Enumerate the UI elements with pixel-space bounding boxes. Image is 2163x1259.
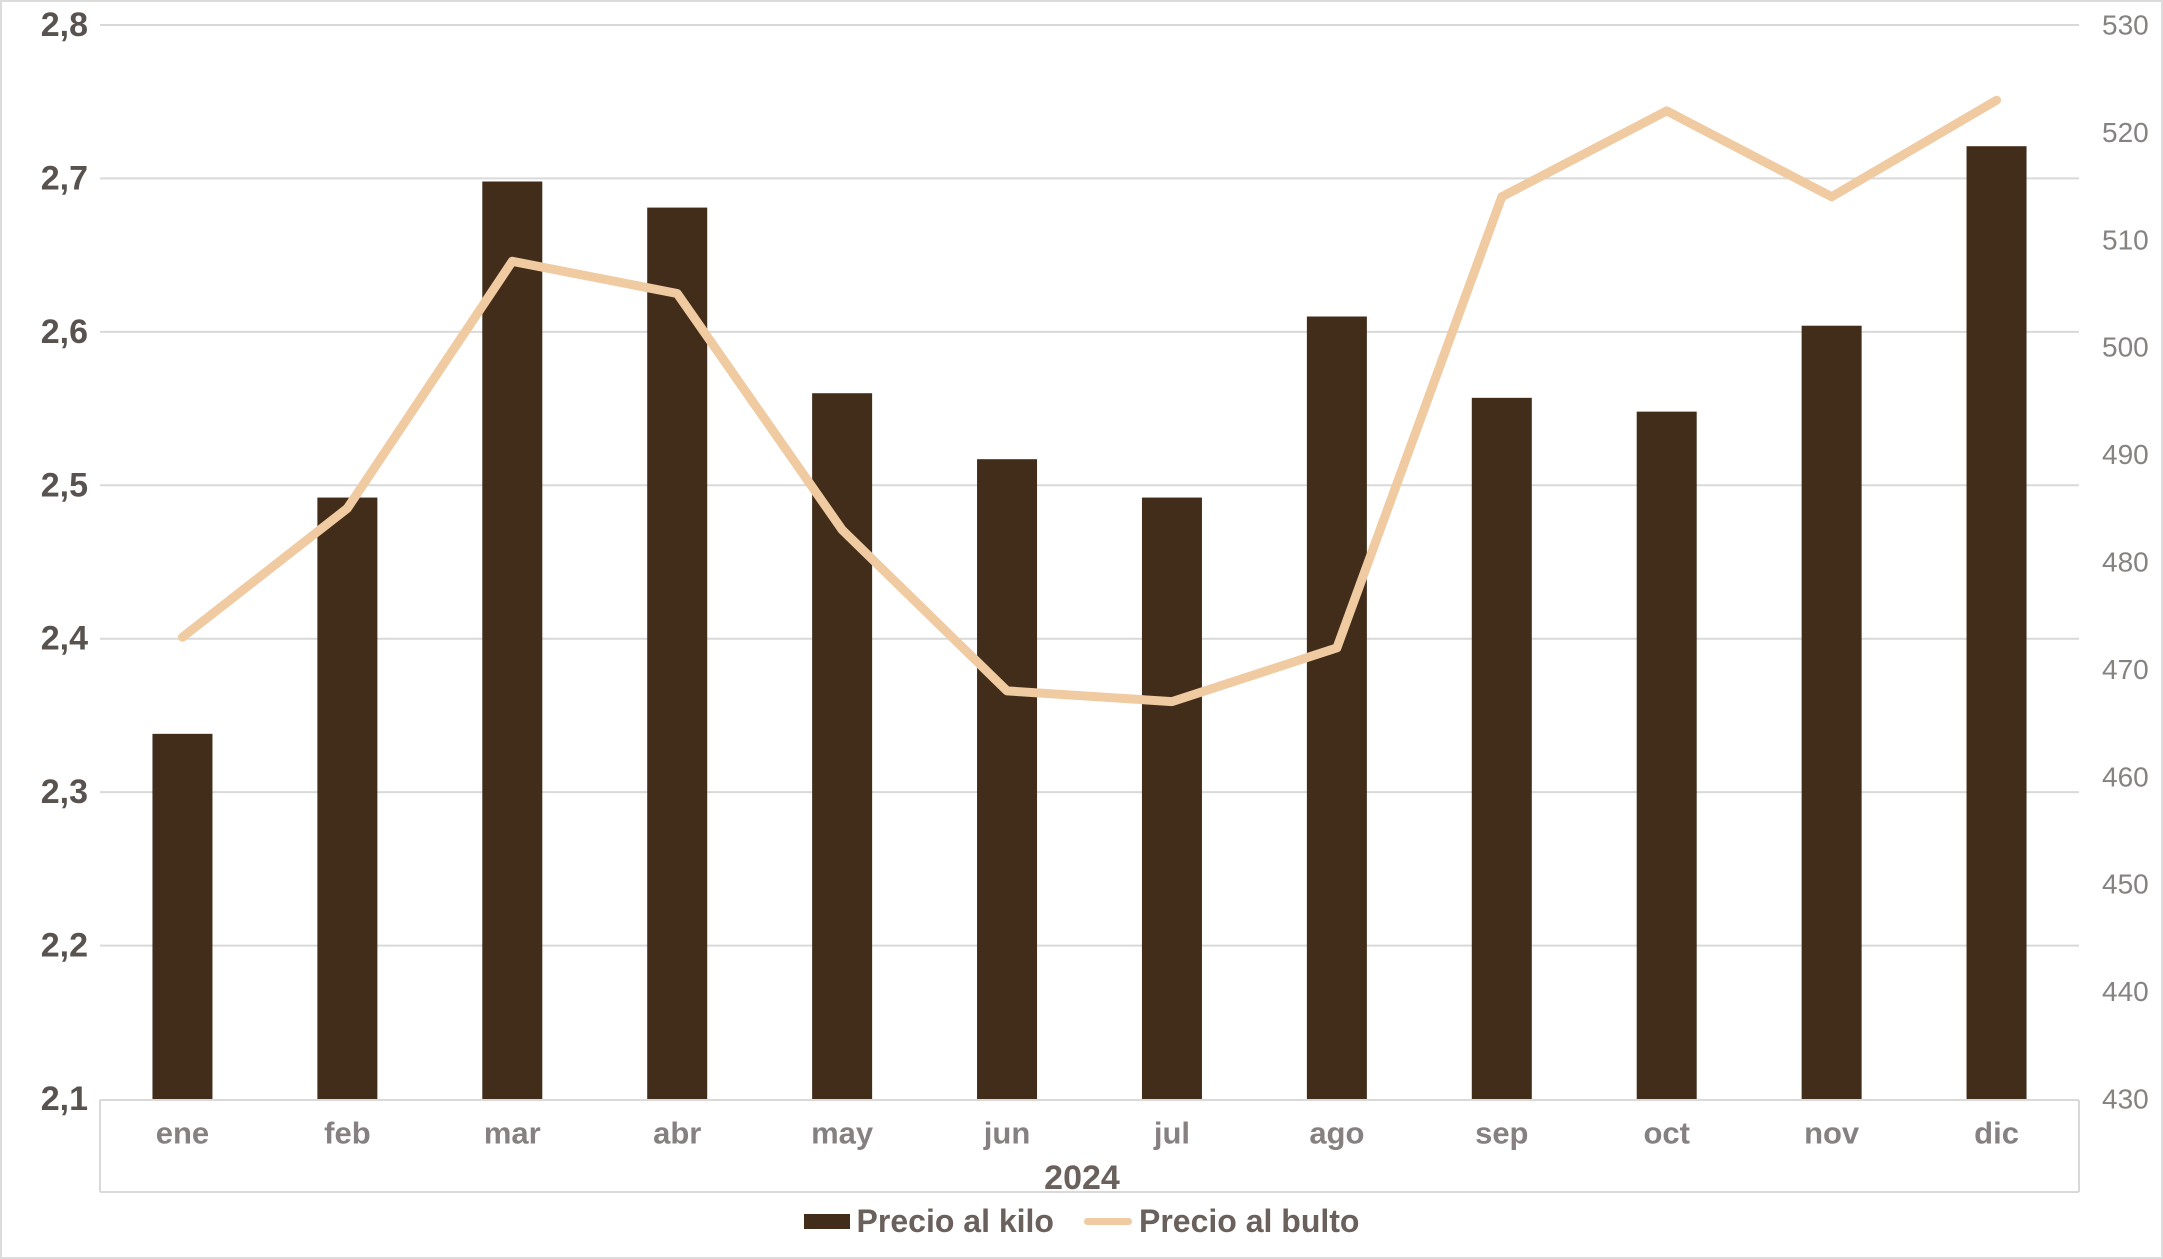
right-axis-tick-label: 530	[2102, 10, 2149, 41]
bar-jun[interactable]	[977, 459, 1038, 1099]
bar-jul[interactable]	[1141, 497, 1202, 1099]
bar-ago[interactable]	[1306, 316, 1367, 1099]
bar-nov[interactable]	[1801, 325, 1862, 1100]
bar-series-swatch-icon	[803, 1214, 850, 1229]
chart-legend: Precio al kilo Precio al bulto	[0, 1203, 2163, 1240]
left-axis-tick-label: 2,6	[41, 313, 88, 351]
x-axis-label-ene: ene	[156, 1116, 209, 1151]
bar-feb[interactable]	[317, 497, 378, 1099]
x-axis-label-jul: jul	[1153, 1116, 1190, 1151]
line-series-swatch-icon	[1083, 1218, 1132, 1225]
x-axis-label-abr: abr	[653, 1116, 701, 1151]
x-axis-label-oct: oct	[1643, 1116, 1690, 1151]
right-axis-tick-label: 450	[2102, 869, 2149, 900]
x-axis-label-may: may	[811, 1116, 874, 1151]
legend-label-precio-al-kilo: Precio al kilo	[856, 1203, 1054, 1239]
left-axis-tick-label: 2,7	[41, 159, 88, 197]
x-axis-label-nov: nov	[1804, 1116, 1860, 1151]
legend-item-precio-al-kilo[interactable]: Precio al kilo	[803, 1203, 1054, 1240]
bar-sep[interactable]	[1471, 397, 1532, 1099]
bar-may[interactable]	[812, 393, 873, 1099]
x-axis-label-sep: sep	[1475, 1116, 1528, 1151]
left-axis-tick-label: 2,3	[41, 773, 88, 811]
right-axis-tick-label: 440	[2102, 976, 2149, 1007]
left-axis-tick-label: 2,8	[41, 6, 88, 44]
bar-oct[interactable]	[1636, 411, 1697, 1099]
x-axis-year-label: 2024	[1044, 1159, 1120, 1197]
x-axis-label-jun: jun	[983, 1116, 1031, 1151]
right-axis-tick-label: 460	[2102, 761, 2149, 792]
bar-dic[interactable]	[1966, 146, 2027, 1100]
x-axis-label-feb: feb	[324, 1116, 371, 1151]
x-axis-label-ago: ago	[1309, 1116, 1364, 1151]
bar-abr[interactable]	[647, 207, 708, 1099]
left-axis-tick-label: 2,4	[41, 620, 88, 658]
legend-item-precio-al-bulto[interactable]: Precio al bulto	[1083, 1203, 1360, 1240]
left-axis-tick-label: 2,2	[41, 927, 88, 965]
right-axis-tick-label: 500	[2102, 332, 2149, 363]
right-axis-tick-label: 430	[2102, 1084, 2149, 1115]
left-axis-tick-label: 2,1	[41, 1080, 88, 1118]
right-axis-tick-label: 520	[2102, 117, 2149, 148]
right-axis-tick-label: 470	[2102, 654, 2149, 685]
x-axis-label-dic: dic	[1974, 1116, 2019, 1151]
right-axis-tick-label: 490	[2102, 439, 2149, 470]
line-precio-al-bulto[interactable]	[177, 95, 2002, 707]
right-axis-tick-label: 480	[2102, 547, 2149, 578]
right-axis-tick-label: 510	[2102, 224, 2149, 255]
x-axis-label-mar: mar	[484, 1116, 541, 1151]
left-axis-tick-label: 2,5	[41, 466, 88, 504]
bar-ene[interactable]	[152, 733, 213, 1099]
legend-label-precio-al-bulto: Precio al bulto	[1138, 1203, 1360, 1239]
bar-mar[interactable]	[482, 181, 543, 1100]
